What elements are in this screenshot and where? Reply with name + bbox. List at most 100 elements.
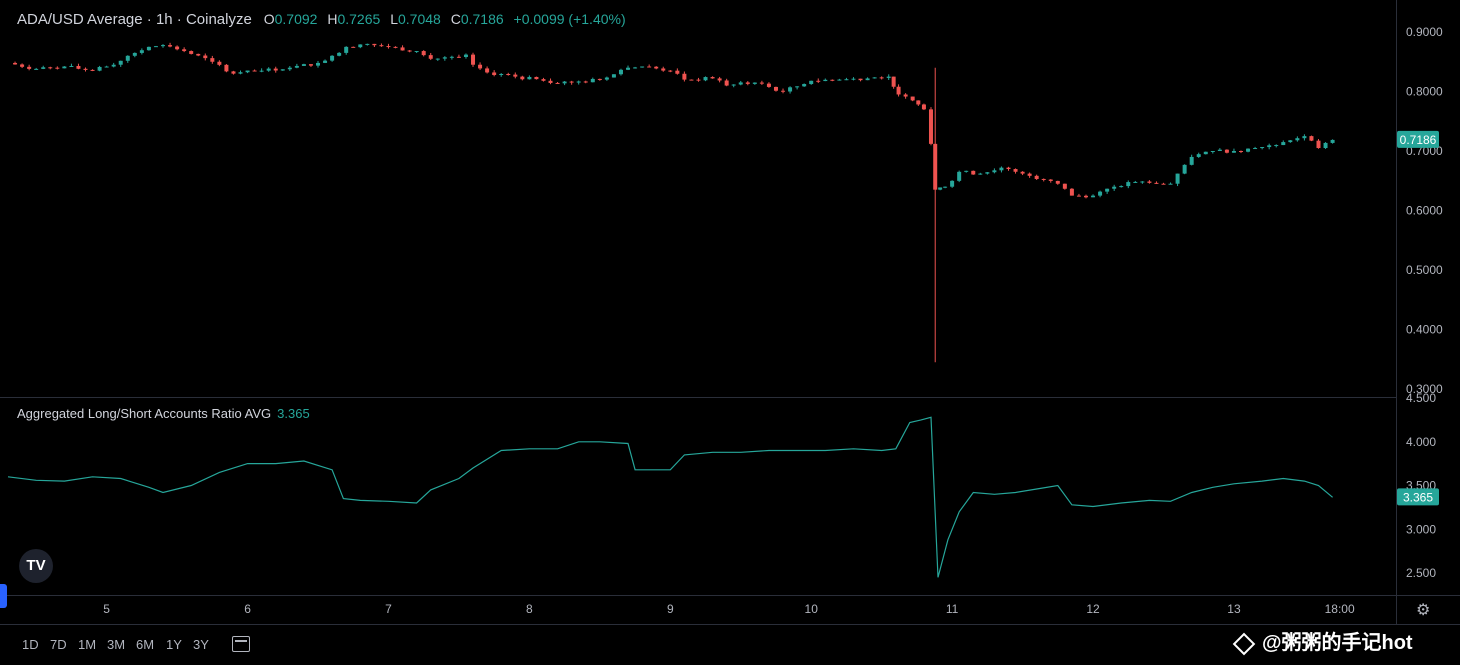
time-tick-label: 5 xyxy=(103,602,110,616)
candle-body xyxy=(1281,142,1286,146)
candle-body xyxy=(1098,191,1103,196)
range-1m-button[interactable]: 1M xyxy=(78,637,97,652)
candle-body xyxy=(1140,181,1145,183)
ratio-tick-label: 4.000 xyxy=(1406,435,1436,449)
indicator-legend: Aggregated Long/Short Accounts Ratio AVG… xyxy=(17,406,310,421)
time-tick-label: 10 xyxy=(805,602,819,616)
candle-body xyxy=(717,78,722,81)
candle-body xyxy=(731,84,736,86)
candle-body xyxy=(858,78,863,81)
candle-body xyxy=(851,78,856,80)
candle-body xyxy=(668,70,673,72)
candle-body xyxy=(689,79,694,81)
range-6m-button[interactable]: 6M xyxy=(136,637,155,652)
candle-body xyxy=(738,82,743,85)
candle-body xyxy=(485,68,490,73)
candle-body xyxy=(1238,151,1243,152)
candle-body xyxy=(273,68,278,71)
price-tick-label: 0.3000 xyxy=(1406,382,1443,396)
candle-body xyxy=(1055,180,1060,184)
last-price-badge xyxy=(1397,130,1439,148)
time-tick-label: 18:00 xyxy=(1325,602,1355,616)
range-1y-button[interactable]: 1Y xyxy=(166,637,182,652)
candle-body xyxy=(604,77,609,80)
candle-body xyxy=(1316,140,1321,149)
candle-body xyxy=(1041,178,1046,180)
candle-body xyxy=(724,80,729,86)
watermark: @粥粥的手记hot xyxy=(1232,626,1413,656)
candle-body xyxy=(1062,183,1067,189)
candle-body xyxy=(1175,173,1180,184)
time-tick-label: 6 xyxy=(244,602,251,616)
high-value: 0.7265 xyxy=(337,11,381,27)
candle-body xyxy=(153,46,158,48)
last-ratio-label: 3.365 xyxy=(1403,490,1433,504)
candle-body xyxy=(146,46,151,51)
candle-body xyxy=(682,73,687,80)
candle-body xyxy=(428,55,433,59)
candle-body xyxy=(569,81,574,83)
candle-body xyxy=(125,55,130,61)
candle-body xyxy=(654,66,659,69)
candle-body xyxy=(957,171,962,181)
candle-body xyxy=(55,67,60,69)
candle-body xyxy=(626,67,631,70)
candle-body xyxy=(308,64,313,66)
candle-body xyxy=(1027,173,1032,176)
candle-body xyxy=(872,77,877,79)
candle-body xyxy=(534,76,539,80)
candle-body xyxy=(358,44,363,48)
candle-body xyxy=(978,173,983,175)
candle-body xyxy=(520,76,525,80)
candle-body xyxy=(210,58,215,62)
range-3y-button[interactable]: 3Y xyxy=(193,637,209,652)
calendar-icon[interactable] xyxy=(232,636,250,652)
candle-body xyxy=(456,56,461,58)
candle-body xyxy=(816,80,821,82)
candle-body xyxy=(1182,164,1187,174)
candle-body xyxy=(1189,156,1194,165)
tradingview-logo[interactable]: TV xyxy=(19,549,53,583)
candle-body xyxy=(1126,182,1131,187)
candle-body xyxy=(182,49,187,52)
candle-body xyxy=(1013,169,1018,172)
candle-body xyxy=(287,67,292,70)
candle-body xyxy=(1246,148,1251,152)
range-1d-button[interactable]: 1D xyxy=(22,637,39,652)
candle-body xyxy=(1253,148,1258,150)
gear-icon[interactable]: ⚙ xyxy=(1416,602,1431,619)
candle-body xyxy=(1288,140,1293,143)
ratio-tick-label: 4.500 xyxy=(1406,391,1436,405)
candle-body xyxy=(76,65,81,69)
range-3m-button[interactable]: 3M xyxy=(107,637,126,652)
candle-body xyxy=(266,68,271,71)
candle-body xyxy=(916,100,921,105)
candle-body xyxy=(111,64,116,67)
side-panel-handle[interactable] xyxy=(0,584,7,608)
candle-body xyxy=(449,56,454,58)
range-7d-button[interactable]: 7D xyxy=(50,637,67,652)
time-tick-label: 12 xyxy=(1086,602,1100,616)
candle-body xyxy=(1161,183,1166,185)
candle-body xyxy=(541,79,546,81)
candle-body xyxy=(1133,181,1138,183)
candle-body xyxy=(132,52,137,56)
candle-body xyxy=(1330,139,1335,143)
candle-body xyxy=(259,70,264,72)
candle-body xyxy=(703,77,708,81)
candle-body xyxy=(933,143,938,190)
candle-body xyxy=(189,51,194,54)
candle-body xyxy=(844,79,849,81)
candle-body xyxy=(280,69,285,71)
candle-body xyxy=(999,167,1004,171)
candle-body xyxy=(611,74,616,78)
candle-body xyxy=(865,78,870,81)
candle-body xyxy=(1006,167,1011,170)
time-tick-label: 8 xyxy=(526,602,533,616)
candle-body xyxy=(548,80,553,83)
price-tick-label: 0.8000 xyxy=(1406,85,1443,99)
candle-body xyxy=(971,170,976,175)
price-tick-label: 0.4000 xyxy=(1406,323,1443,337)
candle-body xyxy=(1091,195,1096,198)
